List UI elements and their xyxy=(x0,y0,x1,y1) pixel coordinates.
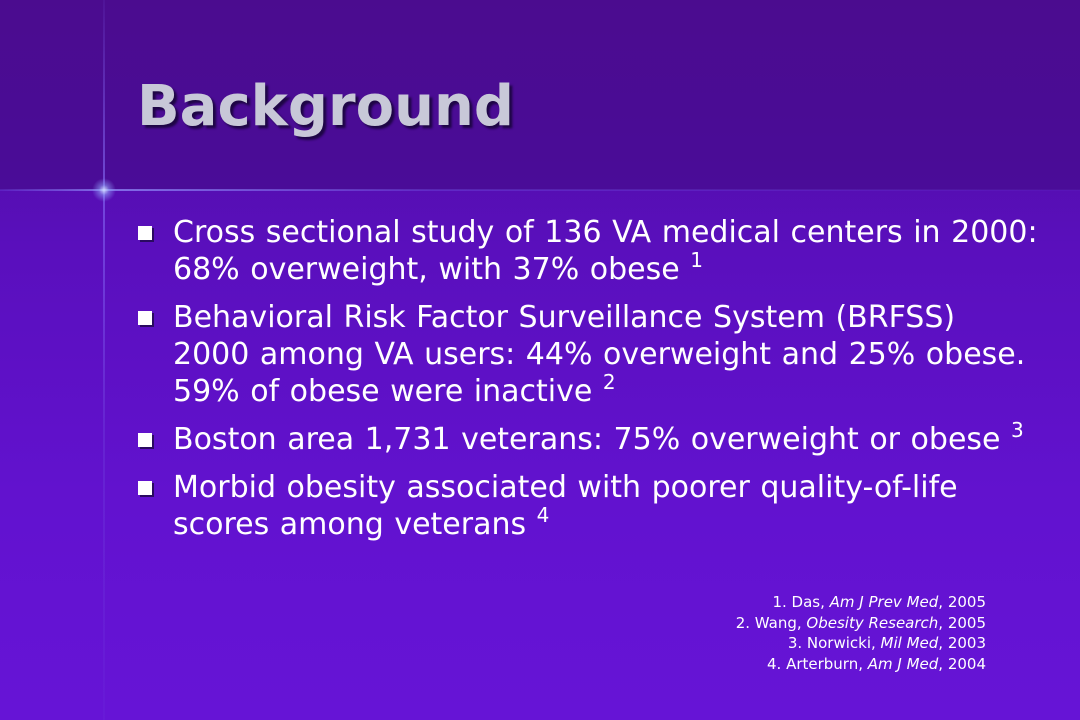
bullet-text: Boston area 1,731 veterans: 75% overweig… xyxy=(173,422,1012,457)
reference-number: 1 xyxy=(690,248,703,272)
references-list: 1. Das, Am J Prev Med, 2005 2. Wang, Obe… xyxy=(736,592,986,674)
square-bullet-icon xyxy=(138,481,152,495)
bullet-text: Behavioral Risk Factor Surveillance Syst… xyxy=(173,300,1047,409)
reference-year: , 2004 xyxy=(938,654,986,673)
reference-author: 2. Wang, xyxy=(735,613,807,632)
bullet-item: Boston area 1,731 veterans: 75% overweig… xyxy=(138,418,1038,458)
bullet-item: Morbid obesity associated with poorer qu… xyxy=(138,469,1038,543)
reference-number: 4 xyxy=(536,503,550,527)
reference-item: 3. Norwicki, Mil Med, 2003 xyxy=(736,633,986,654)
decorative-vertical-line xyxy=(103,0,105,720)
reference-item: 4. Arterburn, Am J Med, 2004 xyxy=(736,654,986,675)
slide-title: Background xyxy=(137,74,514,139)
reference-item: 1. Das, Am J Prev Med, 2005 xyxy=(736,592,986,613)
bullet-text: Morbid obesity associated with poorer qu… xyxy=(173,470,958,542)
square-bullet-icon xyxy=(138,311,152,325)
sparkle-icon xyxy=(92,178,116,202)
decorative-horizontal-line xyxy=(0,189,1080,191)
reference-number: 3 xyxy=(1011,418,1024,442)
reference-year: , 2005 xyxy=(938,593,986,611)
square-bullet-icon xyxy=(138,433,152,447)
bullet-list: Cross sectional study of 136 VA medical … xyxy=(138,214,1038,554)
reference-year: , 2005 xyxy=(938,613,986,632)
bullet-text: Cross sectional study of 136 VA medical … xyxy=(173,215,1038,287)
reference-item: 2. Wang, Obesity Research, 2005 xyxy=(736,613,986,634)
reference-year: , 2003 xyxy=(938,634,986,652)
reference-journal: Am J Prev Med xyxy=(829,593,939,611)
bullet-item: Cross sectional study of 136 VA medical … xyxy=(138,214,1038,288)
reference-journal: Am J Med xyxy=(867,654,939,673)
reference-author: 1. Das, xyxy=(772,593,830,611)
reference-number: 2 xyxy=(602,370,616,394)
reference-author: 3. Norwicki, xyxy=(787,634,881,652)
square-bullet-icon xyxy=(138,226,152,240)
bullet-item: Behavioral Risk Factor Surveillance Syst… xyxy=(138,299,1038,410)
reference-journal: Mil Med xyxy=(880,634,939,652)
header-band xyxy=(0,0,1080,190)
reference-journal: Obesity Research xyxy=(806,613,939,632)
reference-author: 4. Arterburn, xyxy=(766,654,868,673)
